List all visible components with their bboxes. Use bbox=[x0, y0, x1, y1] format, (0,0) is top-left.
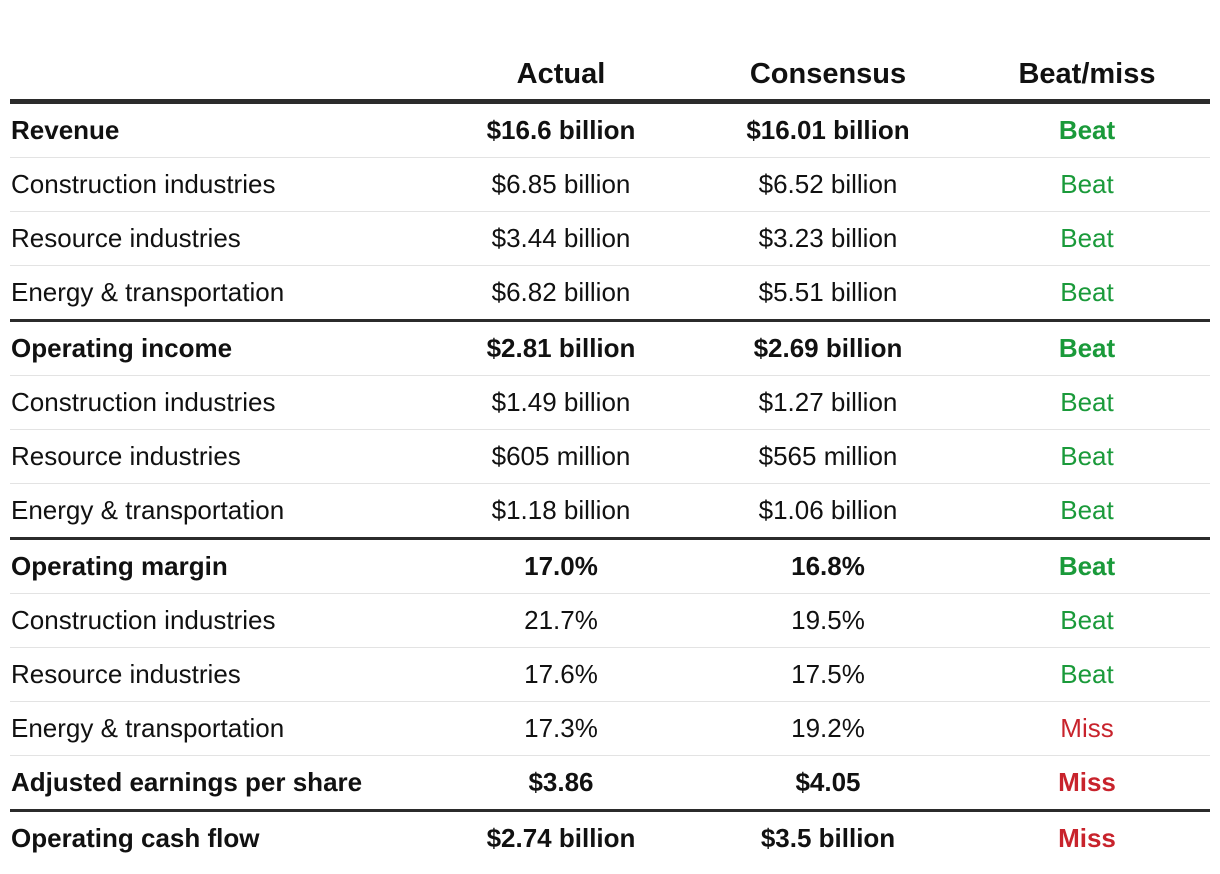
cell-beat-miss: Beat bbox=[964, 647, 1210, 702]
cell-metric: Construction industries bbox=[10, 375, 430, 430]
header-row: Actual Consensus Beat/miss bbox=[10, 36, 1210, 104]
cell-actual: 21.7% bbox=[430, 593, 692, 648]
cell-metric: Resource industries bbox=[10, 211, 430, 266]
earnings-results-table: Actual Consensus Beat/miss Revenue $16.6 … bbox=[10, 36, 1210, 865]
cell-actual: $2.81 billion bbox=[430, 320, 692, 376]
cell-metric: Energy & transportation bbox=[10, 483, 430, 540]
cell-actual: $16.6 billion bbox=[430, 101, 692, 158]
cell-actual: $6.85 billion bbox=[430, 157, 692, 212]
cell-actual: $3.44 billion bbox=[430, 211, 692, 266]
cell-consensus: $6.52 billion bbox=[692, 157, 964, 212]
cell-metric: Operating income bbox=[10, 320, 430, 376]
cell-consensus: $3.5 billion bbox=[760, 823, 896, 853]
cell-consensus: $565 million bbox=[692, 429, 964, 484]
cell-consensus: 19.2% bbox=[692, 701, 964, 756]
cell-metric: Resource industries bbox=[10, 647, 430, 702]
cell-beat-miss: Beat bbox=[964, 320, 1210, 376]
cell-consensus: 19.5% bbox=[692, 593, 964, 648]
table-row: Energy & transportation $1.18 billion $1.0… bbox=[10, 483, 1210, 540]
cell-actual: 17.3% bbox=[430, 701, 692, 756]
table-row: Energy & transportation 17.3% 19.2% Miss bbox=[10, 701, 1210, 756]
table-row: Construction industries $6.85 billion $6.5… bbox=[10, 157, 1210, 212]
cell-beat-miss: Beat bbox=[964, 265, 1210, 322]
cell-actual: 17.0% bbox=[430, 538, 692, 594]
table-row: Resource industries 17.6% 17.5% Beat bbox=[10, 647, 1210, 702]
cell-metric: Operating cash flow bbox=[11, 823, 260, 853]
cell-consensus: $3.23 billion bbox=[692, 211, 964, 266]
cell-beat-miss: Beat bbox=[964, 593, 1210, 648]
table-row: Operating cash flow $2.74 billion $3.5 bil… bbox=[10, 811, 1210, 866]
cell-metric: Adjusted earnings per share bbox=[10, 755, 430, 812]
cell-consensus: $2.69 billion bbox=[692, 320, 964, 376]
table-row: Resource industries $3.44 billion $3.23 bi… bbox=[10, 211, 1210, 266]
cell-metric: Construction industries bbox=[10, 157, 430, 212]
header-actual: Actual bbox=[430, 36, 692, 104]
table-body: Revenue $16.6 billion $16.01 billion Beat Co… bbox=[10, 101, 1210, 866]
header-metric bbox=[10, 36, 430, 104]
cell-actual: $6.82 billion bbox=[430, 265, 692, 322]
table-row: Energy & transportation $6.82 billion $5.5… bbox=[10, 265, 1210, 322]
table-header: Actual Consensus Beat/miss bbox=[10, 36, 1210, 104]
cell-actual: $1.49 billion bbox=[430, 375, 692, 430]
cell-beat-miss: Beat bbox=[964, 538, 1210, 594]
table-row: Construction industries $1.49 billion $1.2… bbox=[10, 375, 1210, 430]
cell-consensus: 17.5% bbox=[692, 647, 964, 702]
cell-metric: Energy & transportation bbox=[10, 265, 430, 322]
cell-actual: $3.86 bbox=[430, 755, 692, 812]
cell-beat-miss: Beat bbox=[964, 375, 1210, 430]
cell-consensus: 16.8% bbox=[692, 538, 964, 594]
cell-beat-miss: Beat bbox=[964, 157, 1210, 212]
cell-beat-miss: Beat bbox=[964, 483, 1210, 540]
cell-metric: Energy & transportation bbox=[10, 701, 430, 756]
table-row: Revenue $16.6 billion $16.01 billion Beat bbox=[10, 101, 1210, 158]
table-row: Resource industries $605 million $565 mill… bbox=[10, 429, 1210, 484]
table-row: Operating income $2.81 billion $2.69 billi… bbox=[10, 320, 1210, 376]
cell-consensus: $1.06 billion bbox=[692, 483, 964, 540]
cell-beat-miss: Beat bbox=[964, 211, 1210, 266]
cell-beat-miss: Beat bbox=[964, 429, 1210, 484]
cell-actual: 17.6% bbox=[430, 647, 692, 702]
header-consensus: Consensus bbox=[692, 36, 964, 104]
cell-actual: $2.74 billion bbox=[486, 823, 636, 853]
header-beat-miss: Beat/miss bbox=[964, 36, 1210, 104]
table-row: Construction industries 21.7% 19.5% Beat bbox=[10, 593, 1210, 648]
cell-metric: Construction industries bbox=[10, 593, 430, 648]
cell-beat-miss: Miss bbox=[1058, 823, 1116, 853]
cell-consensus: $4.05 bbox=[692, 755, 964, 812]
cell-beat-miss: Miss bbox=[964, 701, 1210, 756]
cell-beat-miss: Miss bbox=[964, 755, 1210, 812]
cell-consensus: $5.51 billion bbox=[692, 265, 964, 322]
cell-metric: Revenue bbox=[10, 101, 430, 158]
table-row: Operating margin 17.0% 16.8% Beat bbox=[10, 538, 1210, 594]
cell-actual: $1.18 billion bbox=[430, 483, 692, 540]
cell-consensus: $16.01 billion bbox=[692, 101, 964, 158]
cell-actual: $605 million bbox=[430, 429, 692, 484]
cell-beat-miss: Beat bbox=[964, 101, 1210, 158]
cell-consensus: $1.27 billion bbox=[692, 375, 964, 430]
cell-metric: Resource industries bbox=[10, 429, 430, 484]
table-row: Adjusted earnings per share $3.86 $4.05 Mis… bbox=[10, 755, 1210, 812]
cell-metric: Operating margin bbox=[10, 538, 430, 594]
